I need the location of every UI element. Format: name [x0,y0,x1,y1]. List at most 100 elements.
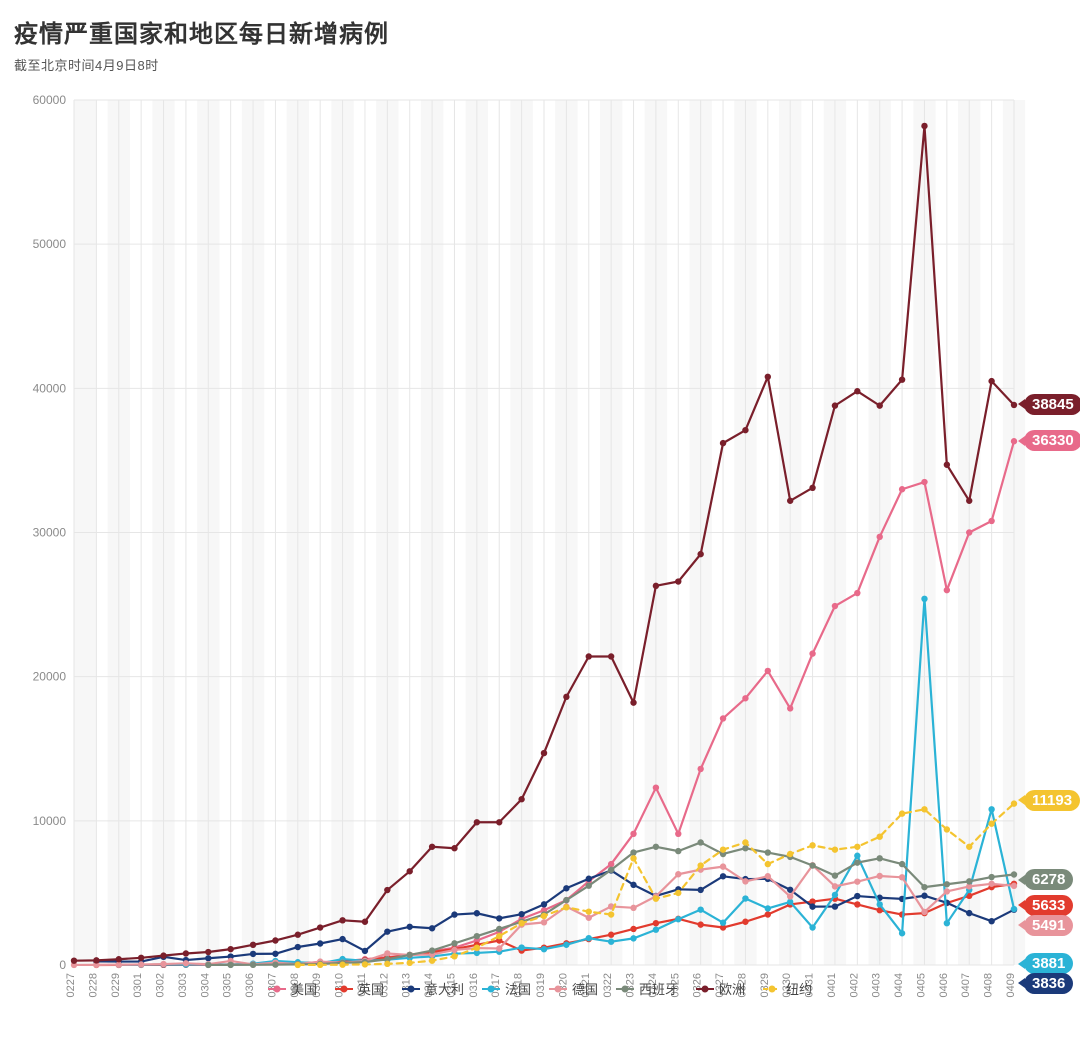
series-marker-usa [742,695,748,701]
series-marker-europe [384,887,390,893]
series-marker-germany [384,950,390,956]
series-marker-europe [227,946,233,952]
series-marker-germany [586,915,592,921]
series-marker-newyork [1011,800,1017,806]
series-marker-italy [921,893,927,899]
svg-text:0: 0 [59,958,66,972]
series-marker-spain [496,926,502,932]
series-marker-europe [496,819,502,825]
svg-text:40000: 40000 [33,381,67,395]
series-marker-uk [854,901,860,907]
series-marker-spain [966,878,972,884]
series-marker-europe [765,374,771,380]
series-marker-italy [496,915,502,921]
legend-label-france: 法国 [505,979,531,998]
series-marker-newyork [854,844,860,850]
series-marker-europe [407,868,413,874]
chart-title: 疫情严重国家和地区每日新增病例 [14,14,1066,49]
series-marker-newyork [451,953,457,959]
series-marker-newyork [720,846,726,852]
series-marker-france [854,853,860,859]
series-marker-europe [675,578,681,584]
series-marker-germany [183,960,189,966]
series-marker-europe [899,376,905,382]
legend-swatch-newyork [763,988,781,990]
legend-swatch-germany [549,988,567,990]
series-marker-spain [675,848,681,854]
legend-label-uk: 英国 [358,979,384,998]
series-marker-germany [675,871,681,877]
series-marker-uk [608,932,614,938]
series-marker-newyork [541,913,547,919]
series-marker-spain [854,859,860,865]
end-label-spain: 6278 [1024,869,1073,890]
series-marker-spain [765,849,771,855]
legend-item-italy: 意大利 [402,979,464,998]
series-marker-europe [742,427,748,433]
series-marker-newyork [675,890,681,896]
series-marker-italy [809,903,815,909]
series-marker-germany [496,945,502,951]
series-marker-spain [205,962,211,968]
series-marker-spain [988,874,994,880]
series-marker-europe [317,924,323,930]
legend-item-spain: 西班牙 [616,979,678,998]
series-marker-france [765,905,771,911]
series-marker-europe [966,498,972,504]
series-marker-newyork [317,962,323,968]
series-marker-europe [93,957,99,963]
series-marker-newyork [653,895,659,901]
series-marker-italy [205,955,211,961]
series-marker-italy [586,876,592,882]
series-marker-usa [809,650,815,656]
series-marker-france [899,930,905,936]
series-marker-spain [921,884,927,890]
series-marker-italy [250,951,256,957]
series-marker-germany [877,873,883,879]
series-marker-usa [899,486,905,492]
end-label-newyork: 11193 [1024,790,1080,811]
series-marker-europe [160,952,166,958]
legend-swatch-europe [696,988,714,990]
series-marker-europe [921,123,927,129]
series-marker-usa [832,603,838,609]
series-marker-europe [138,955,144,961]
series-marker-europe [116,956,122,962]
series-marker-france [720,920,726,926]
series-marker-uk [630,926,636,932]
series-marker-spain [227,962,233,968]
series-marker-usa [697,766,703,772]
series-marker-germany [451,947,457,953]
series-marker-newyork [630,855,636,861]
series-marker-germany [630,905,636,911]
series-marker-spain [451,940,457,946]
svg-text:50000: 50000 [33,237,67,251]
legend-label-europe: 欧洲 [719,979,745,998]
series-marker-newyork [362,961,368,967]
chart-container: 疫情严重国家和地区每日新增病例 截至北京时间4月9日8时 01000020000… [0,0,1080,1059]
legend-label-usa: 美国 [291,979,317,998]
series-marker-newyork [407,960,413,966]
series-marker-spain [944,881,950,887]
series-marker-europe [541,750,547,756]
line-chart-svg: 0100002000030000400005000060000022702280… [14,90,1066,1010]
legend-label-newyork: 纽约 [786,979,812,998]
end-label-europe: 38845 [1024,394,1080,415]
series-marker-uk [742,919,748,925]
series-marker-newyork [809,842,815,848]
series-marker-italy [563,885,569,891]
series-marker-germany [765,873,771,879]
series-marker-spain [1011,871,1017,877]
series-marker-europe [1011,402,1017,408]
series-marker-germany [832,883,838,889]
series-marker-italy [697,887,703,893]
series-marker-uk [653,920,659,926]
chart-legend: 美国英国意大利法国德国西班牙欧洲纽约 [14,979,1066,998]
series-marker-europe [944,462,950,468]
series-marker-europe [339,917,345,923]
legend-swatch-france [482,988,500,990]
series-marker-europe [653,583,659,589]
series-marker-germany [116,961,122,967]
series-marker-europe [988,378,994,384]
series-marker-germany [138,961,144,967]
